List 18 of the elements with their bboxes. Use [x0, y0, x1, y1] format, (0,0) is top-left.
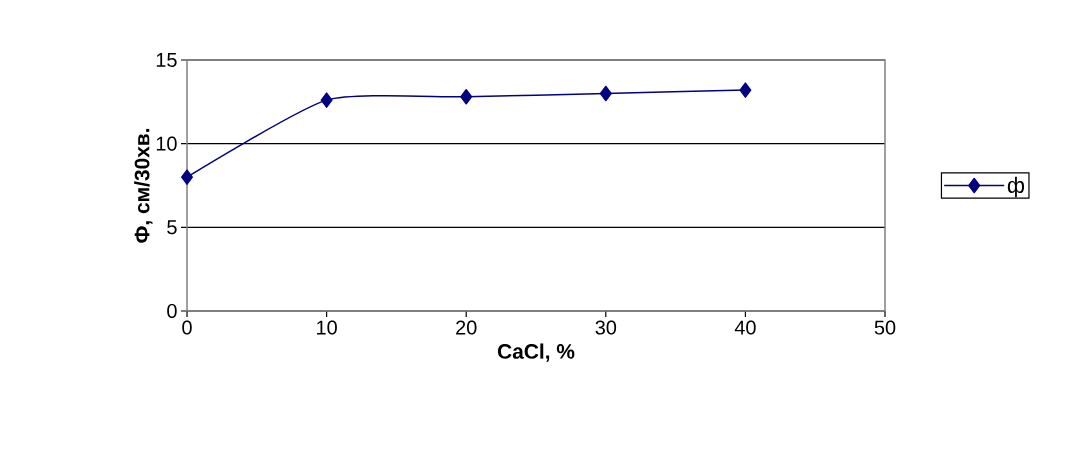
x-tick-label: 30	[595, 320, 617, 335]
y-tick-label: 10	[156, 136, 177, 151]
y-tick-label: 0	[167, 303, 177, 319]
x-tick-label: 20	[456, 320, 477, 335]
x-axis-title: CaCl, %	[497, 343, 575, 362]
x-tick-label: 40	[734, 320, 756, 335]
point	[739, 82, 752, 98]
y-tick-label: 15	[156, 53, 177, 67]
point	[320, 92, 333, 108]
x-tick-label: 50	[874, 320, 896, 335]
y-axis-title: Ф, см/30хв.	[134, 128, 153, 243]
point	[460, 89, 473, 105]
point	[181, 169, 194, 185]
x-tick-label: 0	[182, 320, 192, 335]
y-tick-label: 5	[167, 220, 177, 235]
legend-label: ф	[1007, 176, 1025, 198]
x-tick-label: 10	[317, 320, 337, 335]
point	[599, 85, 612, 102]
